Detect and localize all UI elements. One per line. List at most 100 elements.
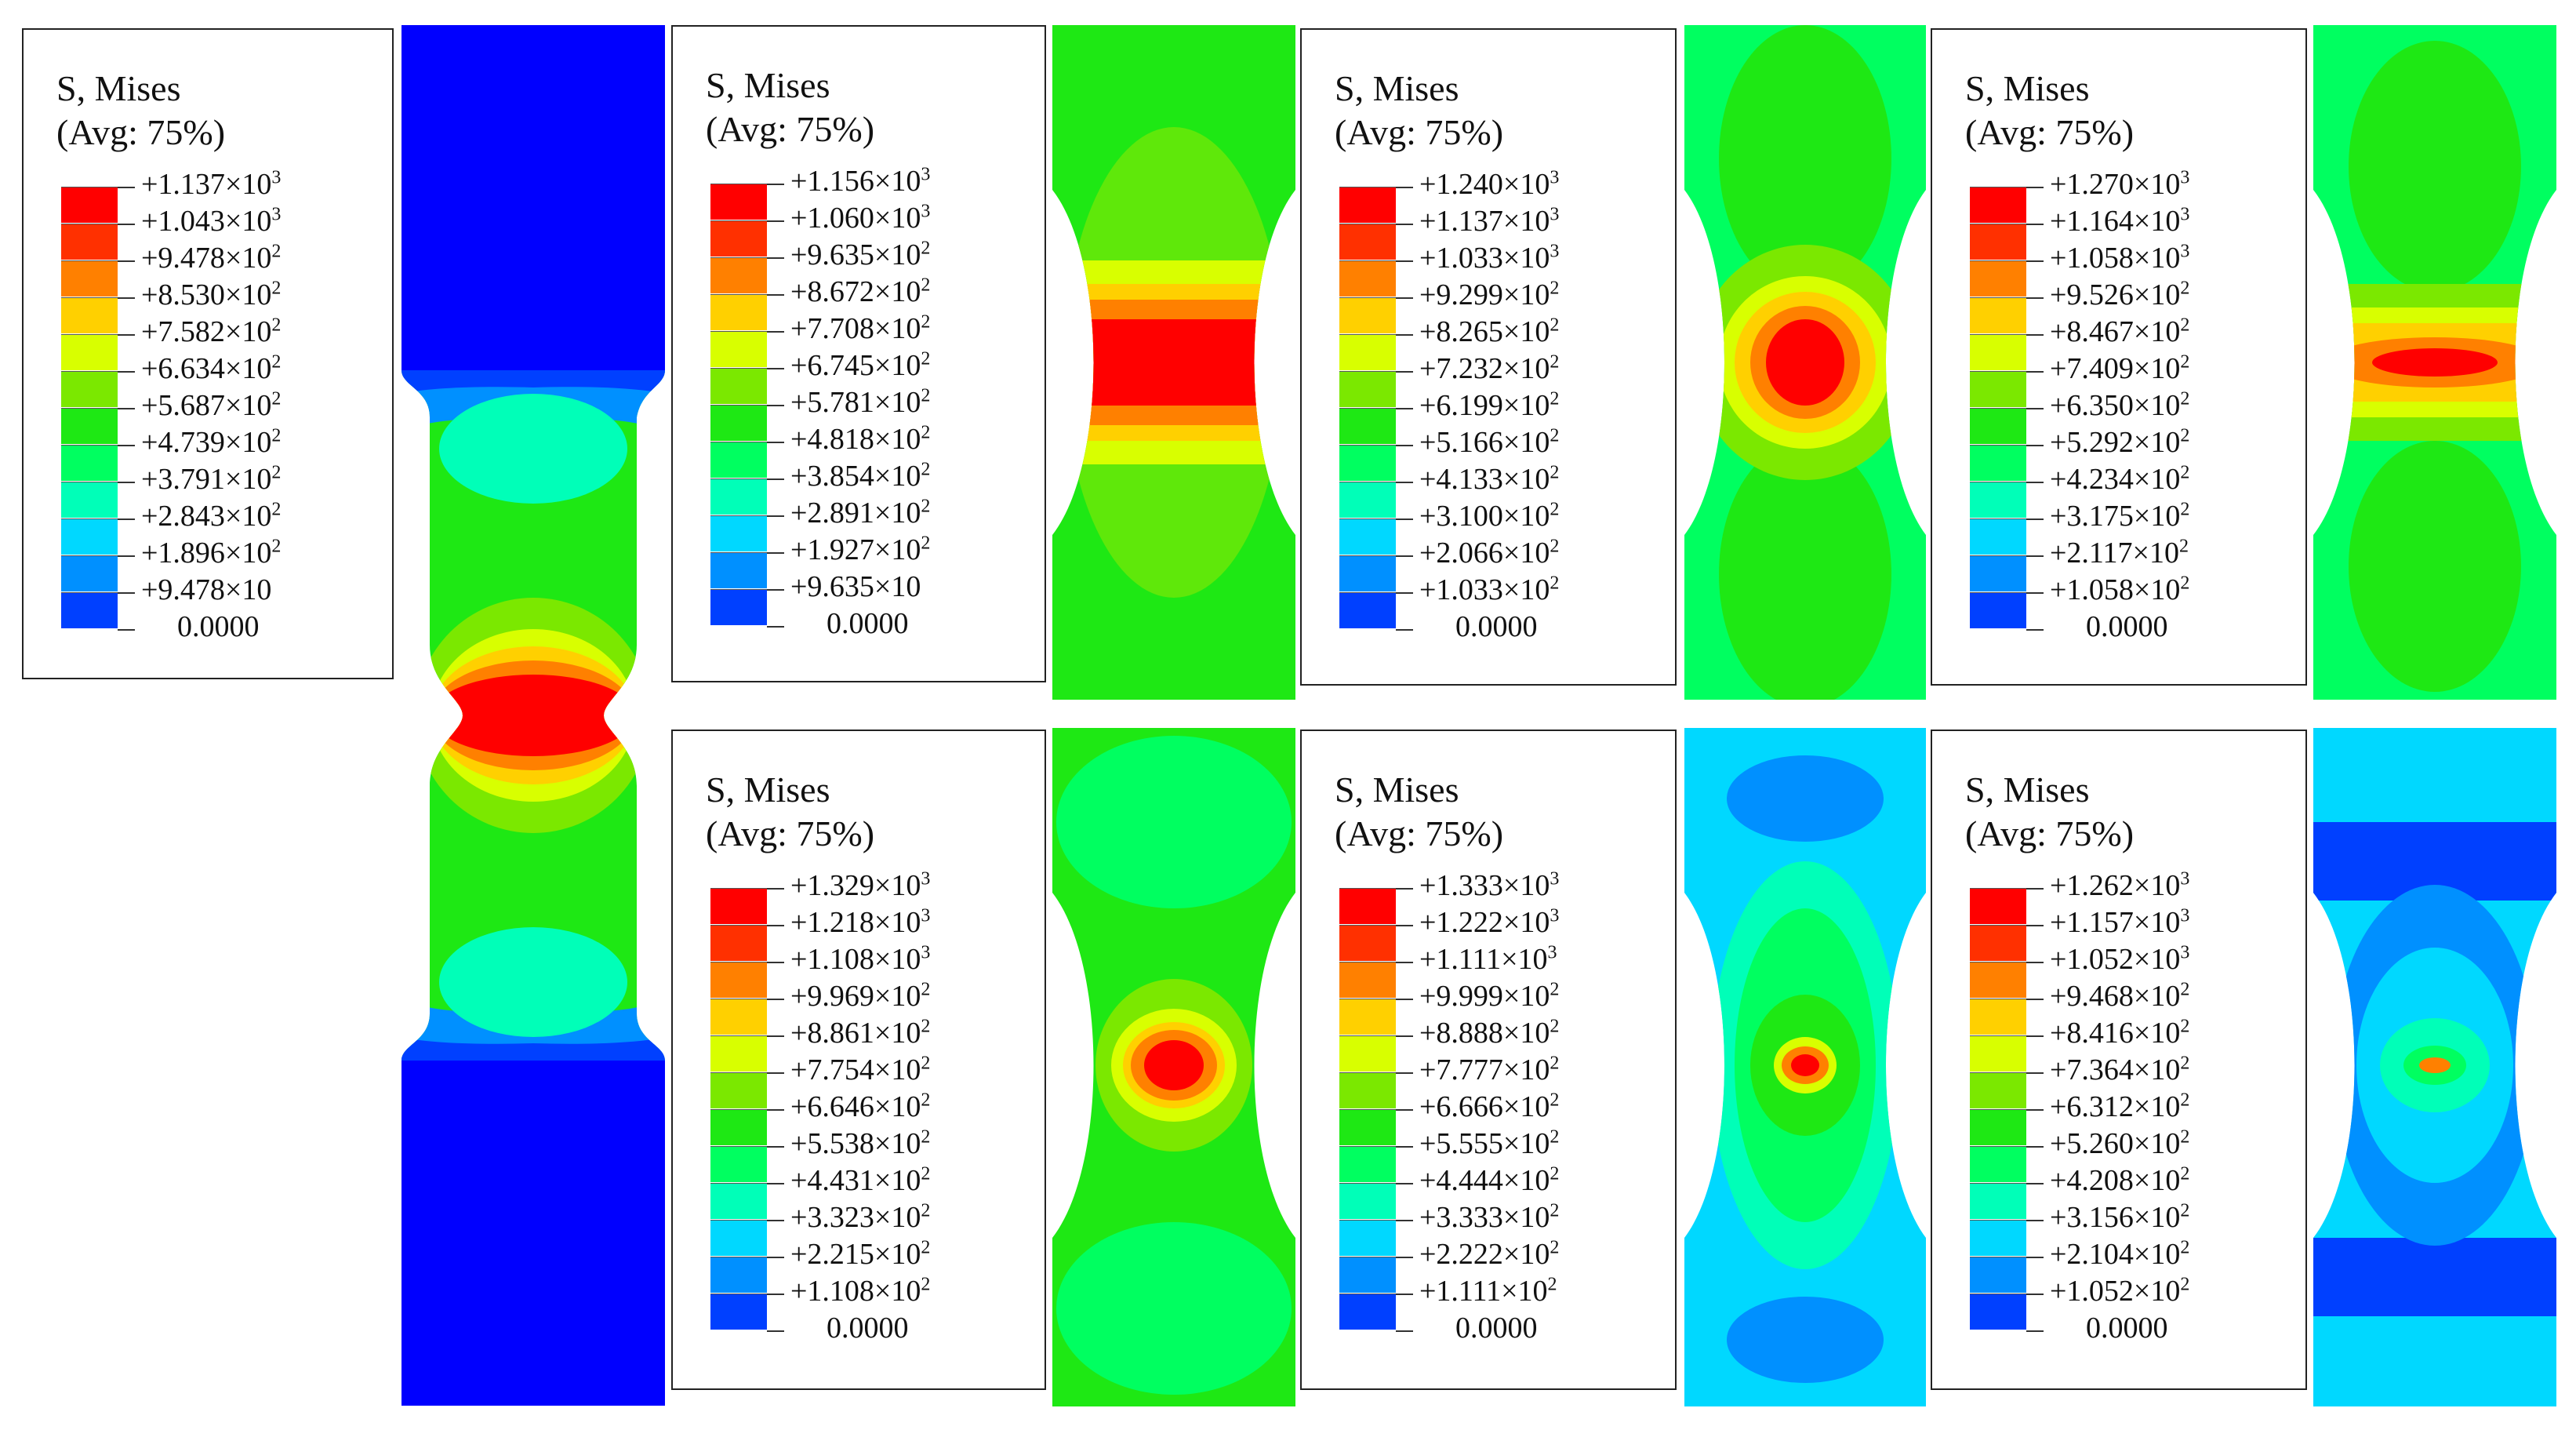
legend-value: +7.409×102 <box>2050 352 2189 384</box>
legend-value-mantissa: +5.687×10 <box>141 389 272 422</box>
legend-value-mantissa: +4.739×10 <box>141 426 272 459</box>
legend-value-exponent: 2 <box>271 425 282 446</box>
legend-color-band <box>710 220 767 257</box>
contour-plot-3 <box>1684 25 1926 700</box>
legend-color-band <box>1970 1220 2026 1256</box>
legend-value-mantissa: +9.478×10 <box>141 242 272 275</box>
legend-color-band <box>61 334 118 370</box>
plot-5-svg <box>1052 728 1295 1406</box>
legend-color-band <box>710 1035 767 1072</box>
legend-value-exponent: 2 <box>271 278 282 299</box>
legend-tick <box>767 184 784 185</box>
legend-tick <box>1396 519 1413 520</box>
legend-value-mantissa: +5.260×10 <box>2050 1127 2181 1160</box>
legend-color-band <box>61 555 118 591</box>
legend-color-band <box>710 1294 767 1330</box>
legend-color-band <box>61 592 118 628</box>
legend-value: +1.262×103 <box>2050 869 2189 901</box>
legend-value-mantissa: +4.208×10 <box>2050 1164 2181 1197</box>
legend-color-band <box>61 371 118 407</box>
legend-value: +3.323×102 <box>790 1201 930 1232</box>
legend-color-band <box>710 925 767 961</box>
legend-value: +1.329×103 <box>790 869 930 901</box>
legend-value-exponent: 2 <box>2180 1163 2190 1184</box>
legend-value-mantissa: +3.791×10 <box>141 463 272 496</box>
legend-tick <box>2026 224 2044 225</box>
legend-value: +7.777×102 <box>1419 1053 1560 1085</box>
legend-value: +1.164×103 <box>2050 205 2189 236</box>
legend-value-mantissa: +7.364×10 <box>2050 1053 2181 1086</box>
legend-tick <box>767 999 784 1000</box>
legend-color-band <box>1970 1294 2026 1330</box>
legend-value-exponent: 2 <box>271 536 282 557</box>
legend-value-exponent: 2 <box>1550 573 1560 594</box>
legend-color-band <box>61 187 118 223</box>
legend-value: +1.157×103 <box>2050 906 2189 937</box>
legend-color-band <box>1339 482 1396 518</box>
legend-value: +2.843×102 <box>141 500 281 531</box>
legend-tick <box>118 187 135 188</box>
legend-value-mantissa: +6.666×10 <box>1419 1090 1550 1123</box>
legend-tick <box>1396 1072 1413 1074</box>
legend-value-mantissa: +1.033×10 <box>1419 573 1550 606</box>
legend-value-mantissa: +1.052×10 <box>2050 1275 2181 1308</box>
legend-value: +9.478×102 <box>141 242 281 275</box>
legend-value-mantissa: +9.999×10 <box>1419 980 1550 1013</box>
legend-value: +1.333×103 <box>1419 869 1559 902</box>
legend-value-mantissa: +3.333×10 <box>1419 1201 1550 1234</box>
contour-plot-2 <box>1052 25 1295 700</box>
legend-color-band <box>61 408 118 444</box>
legend-value: +3.791×102 <box>141 463 281 496</box>
legend-color-band <box>1339 445 1396 481</box>
legend-tick <box>1396 1183 1413 1184</box>
contour-plot-full-specimen <box>398 25 668 1406</box>
legend-value-exponent: 2 <box>1550 1016 1560 1037</box>
legend-value: +7.582×102 <box>141 315 281 348</box>
legend-value-exponent: 2 <box>2180 278 2190 299</box>
legend-value-exponent: 2 <box>921 422 931 443</box>
legend-value-exponent: 2 <box>921 1126 931 1148</box>
legend-value-mantissa: +8.888×10 <box>1419 1017 1550 1050</box>
legend-tick <box>118 629 135 631</box>
legend-color-band <box>1339 1035 1396 1072</box>
legend-panel: S, Mises (Avg: 75%) +1.333×103 +1.222×103 +1… <box>1300 730 1677 1390</box>
legend-value: +7.708×102 <box>790 312 930 344</box>
legend-color-band <box>1339 519 1396 555</box>
legend-value-exponent: 2 <box>1550 979 1560 1000</box>
legend-value-mantissa: +4.133×10 <box>1419 463 1550 496</box>
legend-value: +6.312×102 <box>2050 1090 2189 1122</box>
legend-value-mantissa: +1.333×10 <box>1419 869 1550 902</box>
legend-tick <box>767 1109 784 1111</box>
legend-color-band <box>1339 1072 1396 1108</box>
legend-value-mantissa: +7.754×10 <box>790 1053 921 1086</box>
legend-color-band <box>1339 297 1396 333</box>
legend-value-mantissa: +1.137×10 <box>1419 205 1550 238</box>
legend-tick <box>767 1257 784 1258</box>
legend-value: +6.350×102 <box>2050 388 2190 420</box>
legend-value: +1.058×102 <box>2050 573 2189 605</box>
legend-value: +5.687×102 <box>141 389 281 422</box>
legend-tick <box>118 260 135 262</box>
legend-value-exponent: 2 <box>2180 388 2190 409</box>
legend-value-exponent: 2 <box>1550 462 1560 483</box>
legend-color-band <box>1339 187 1396 223</box>
legend-value-exponent: 3 <box>1550 167 1560 188</box>
legend-value-exponent: 2 <box>921 275 931 296</box>
legend-color-band <box>1970 1183 2026 1219</box>
legend-value: +2.117×102 <box>2050 537 2189 568</box>
legend-value-exponent: 3 <box>2180 167 2190 188</box>
legend-value-mantissa: +5.538×10 <box>790 1127 921 1160</box>
legend-value: +4.444×102 <box>1419 1164 1559 1195</box>
legend-value: +5.538×102 <box>790 1126 931 1160</box>
legend-tick <box>2026 925 2044 926</box>
legend-color-band <box>1970 1109 2026 1145</box>
legend-tick <box>767 1294 784 1295</box>
legend-value-mantissa: +1.240×10 <box>1419 168 1550 201</box>
legend-value-exponent: 2 <box>1550 1053 1560 1074</box>
legend-color-band <box>1339 1109 1396 1145</box>
legend-value-exponent: 2 <box>1547 1274 1557 1295</box>
legend-tick <box>1396 1294 1413 1295</box>
legend-value-mantissa: +1.060×10 <box>790 202 921 235</box>
legend-tick <box>2026 1220 2044 1221</box>
legend-value-mantissa: +7.582×10 <box>141 315 272 348</box>
